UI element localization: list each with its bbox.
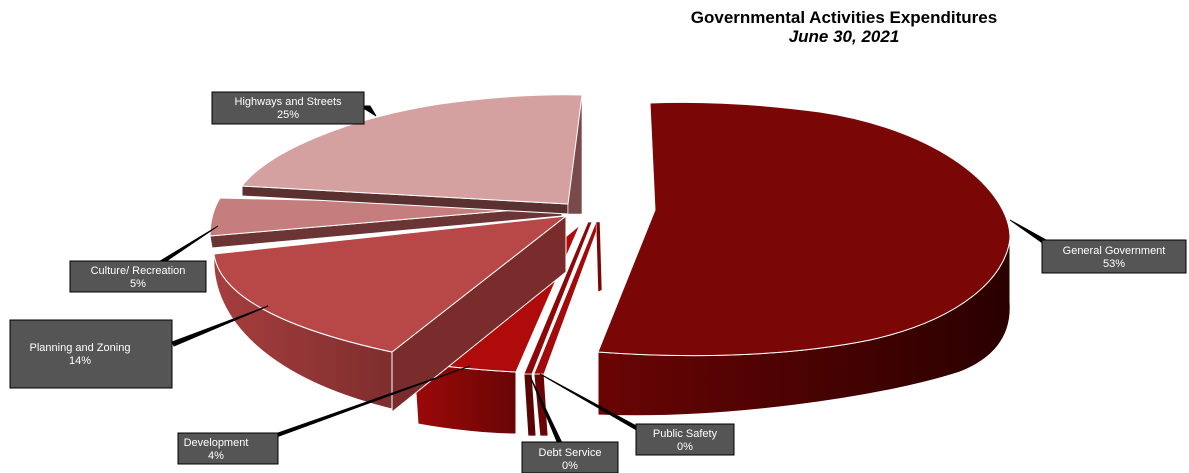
label-planning-zoning: Planning and Zoning 14%: [9, 319, 173, 389]
label-development-name: Development: [184, 437, 249, 449]
label-debt-name: Debt Service: [539, 447, 602, 459]
slice-planning-zoning: [213, 214, 568, 414]
label-planning-name: Planning and Zoning: [30, 342, 131, 354]
label-public-name: Public Safety: [653, 428, 718, 440]
chart-title: Governmental Activities Expenditures: [690, 8, 998, 27]
leader-planning: [171, 305, 269, 347]
chart-title-block: Governmental Activities Expenditures Jun…: [584, 8, 1104, 46]
chart-subtitle: June 30, 2021: [788, 27, 900, 46]
leader-general: [1009, 219, 1047, 245]
label-planning-pct: 14%: [69, 355, 91, 367]
label-development: Development 4%: [177, 432, 279, 465]
label-highways-streets: Highways and Streets 25%: [211, 91, 365, 125]
slice-debt-service: [523, 221, 593, 437]
label-debt-pct: 0%: [562, 460, 578, 472]
slice-public-safety: [533, 221, 603, 437]
slice-general-government: [597, 101, 1011, 417]
label-highways-name: Highways and Streets: [235, 96, 342, 108]
leader-lines: [150, 105, 1047, 445]
label-general-name: General Government: [1063, 245, 1166, 257]
label-debt-service: Debt Service 0%: [521, 441, 619, 473]
label-development-pct: 4%: [208, 450, 224, 462]
label-culture-pct: 5%: [130, 278, 146, 290]
slice-highways-streets: [241, 94, 583, 215]
label-general-government: General Government 53%: [1041, 239, 1187, 274]
label-public-pct: 0%: [677, 441, 693, 453]
label-culture-name: Culture/ Recreation: [91, 265, 186, 277]
label-general-pct: 53%: [1103, 258, 1125, 270]
label-highways-pct: 25%: [277, 109, 299, 121]
label-public-safety: Public Safety 0%: [635, 423, 735, 456]
label-culture-recreation: Culture/ Recreation 5%: [69, 260, 207, 293]
